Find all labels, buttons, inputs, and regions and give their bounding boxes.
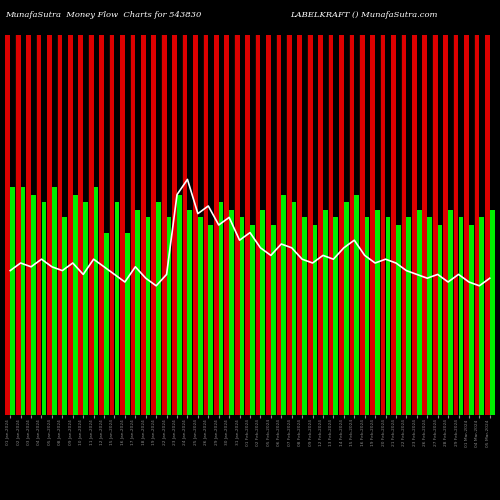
Bar xyxy=(83,202,88,415)
Bar xyxy=(156,202,161,415)
Bar xyxy=(120,35,125,415)
Bar xyxy=(6,35,10,415)
Bar xyxy=(136,210,140,415)
Bar xyxy=(89,35,94,415)
Bar xyxy=(42,202,46,415)
Bar xyxy=(312,225,318,415)
Bar xyxy=(193,35,198,415)
Bar xyxy=(250,225,254,415)
Bar xyxy=(490,210,494,415)
Text: MunafaSutra  Money Flow  Charts for 543830: MunafaSutra Money Flow Charts for 543830 xyxy=(5,11,202,19)
Bar xyxy=(235,35,240,415)
Bar xyxy=(219,202,224,415)
Bar xyxy=(454,35,458,415)
Bar xyxy=(354,194,359,415)
Bar xyxy=(412,35,417,415)
Bar xyxy=(334,218,338,415)
Bar xyxy=(282,194,286,415)
Bar xyxy=(428,218,432,415)
Bar xyxy=(104,232,109,415)
Bar xyxy=(344,202,348,415)
Bar xyxy=(438,225,442,415)
Bar xyxy=(73,194,78,415)
Bar xyxy=(229,210,234,415)
Bar xyxy=(78,35,83,415)
Bar xyxy=(62,218,67,415)
Bar xyxy=(480,218,484,415)
Bar xyxy=(172,35,177,415)
Bar xyxy=(406,218,411,415)
Bar xyxy=(360,35,364,415)
Bar xyxy=(474,35,480,415)
Bar xyxy=(287,35,292,415)
Bar xyxy=(381,35,386,415)
Bar xyxy=(391,35,396,415)
Bar xyxy=(339,35,344,415)
Bar xyxy=(47,35,52,415)
Bar xyxy=(266,35,271,415)
Bar xyxy=(448,210,453,415)
Bar xyxy=(177,194,182,415)
Bar xyxy=(114,202,119,415)
Bar xyxy=(198,218,202,415)
Bar xyxy=(141,35,146,415)
Bar xyxy=(364,218,370,415)
Bar xyxy=(458,218,464,415)
Bar xyxy=(214,35,218,415)
Bar xyxy=(302,218,307,415)
Bar xyxy=(370,35,375,415)
Bar xyxy=(417,210,422,415)
Bar xyxy=(386,218,390,415)
Bar xyxy=(182,35,188,415)
Bar xyxy=(276,35,281,415)
Bar xyxy=(188,210,192,415)
Bar xyxy=(350,35,354,415)
Bar xyxy=(308,35,312,415)
Bar xyxy=(100,35,104,415)
Bar xyxy=(110,35,114,415)
Bar xyxy=(246,35,250,415)
Bar xyxy=(422,35,427,415)
Bar xyxy=(58,35,62,415)
Bar xyxy=(162,35,166,415)
Bar xyxy=(166,218,172,415)
Bar xyxy=(94,187,98,415)
Bar xyxy=(323,210,328,415)
Bar xyxy=(271,225,276,415)
Bar xyxy=(20,187,25,415)
Bar xyxy=(402,35,406,415)
Bar xyxy=(208,225,213,415)
Text: LABELKRAFT () MunafaSutra.com: LABELKRAFT () MunafaSutra.com xyxy=(290,11,438,19)
Bar xyxy=(318,35,323,415)
Bar xyxy=(31,194,36,415)
Bar xyxy=(464,35,469,415)
Bar xyxy=(26,35,31,415)
Bar xyxy=(10,187,15,415)
Bar xyxy=(292,202,296,415)
Bar xyxy=(146,218,150,415)
Bar xyxy=(375,210,380,415)
Bar xyxy=(130,35,136,415)
Bar xyxy=(256,35,260,415)
Bar xyxy=(469,225,474,415)
Bar xyxy=(16,35,20,415)
Bar xyxy=(152,35,156,415)
Bar xyxy=(52,187,56,415)
Bar xyxy=(36,35,42,415)
Bar xyxy=(260,210,265,415)
Bar xyxy=(240,218,244,415)
Bar xyxy=(68,35,72,415)
Bar xyxy=(328,35,334,415)
Bar xyxy=(224,35,229,415)
Bar xyxy=(485,35,490,415)
Bar xyxy=(125,232,130,415)
Bar xyxy=(444,35,448,415)
Bar xyxy=(204,35,208,415)
Bar xyxy=(433,35,438,415)
Bar xyxy=(396,225,400,415)
Bar xyxy=(298,35,302,415)
